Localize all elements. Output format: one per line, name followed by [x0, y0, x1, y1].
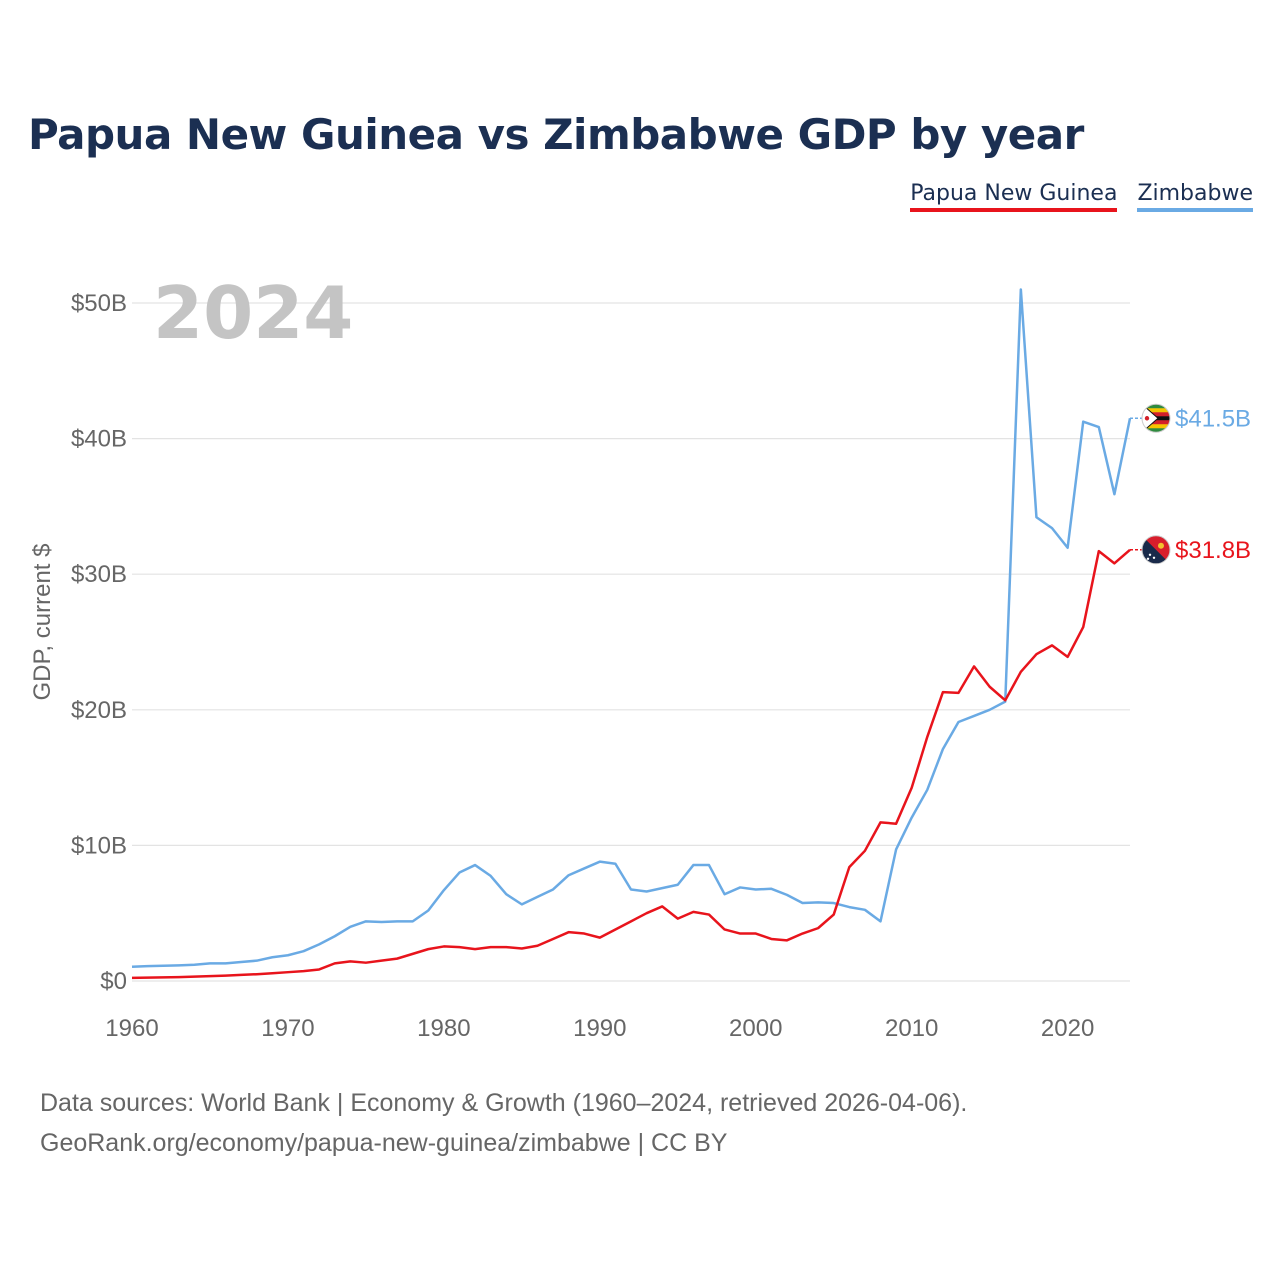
x-tick-label: 1960: [105, 1015, 158, 1042]
x-tick-label: 2000: [729, 1015, 782, 1042]
flag-icon-zimbabwe: [1141, 403, 1171, 433]
y-tick-label: $50B: [71, 290, 127, 317]
y-tick-label: $20B: [71, 697, 127, 724]
series-line-papua-new-guinea: [131, 548, 1131, 980]
x-tick-label: 1980: [417, 1015, 470, 1042]
gdp-line-chart: 2024 $0 $10B $20B $30B $40B $50B 1960 1970 1980…: [29, 271, 1251, 1042]
source-note: Data sources: World Bank | Economy & Gro…: [40, 1083, 967, 1163]
y-tick-label: $10B: [71, 832, 127, 859]
series-end-markers: $31.8B $41.5B: [1130, 403, 1251, 565]
legend-item-zimbabwe[interactable]: Zimbabwe: [1137, 181, 1253, 212]
series-line-zimbabwe: [131, 288, 1132, 969]
x-tick-label: 1970: [261, 1015, 314, 1042]
y-axis-ticks: $0 $10B $20B $30B $40B $50B: [71, 290, 127, 995]
series-lines: [131, 288, 1132, 980]
y-tick-label: $0: [100, 968, 127, 995]
end-value-label-papua-new-guinea: $31.8B: [1175, 537, 1251, 564]
y-axis-label: GDP, current $: [29, 544, 56, 701]
x-axis-ticks: 1960 1970 1980 1990 2000 2010 2020: [105, 1015, 1094, 1042]
source-line-2[interactable]: GeoRank.org/economy/papua-new-guinea/zim…: [40, 1129, 728, 1157]
end-value-label-zimbabwe: $41.5B: [1175, 405, 1251, 432]
year-watermark: 2024: [153, 271, 353, 355]
legend: Papua New Guinea Zimbabwe: [910, 181, 1253, 212]
grid-lines: [132, 302, 1130, 982]
x-tick-label: 2020: [1041, 1015, 1094, 1042]
y-tick-label: $40B: [71, 426, 127, 453]
x-tick-label: 2010: [885, 1015, 938, 1042]
flag-icon-papua-new-guinea: [1141, 535, 1171, 565]
legend-item-papua-new-guinea[interactable]: Papua New Guinea: [910, 181, 1118, 212]
x-tick-label: 1990: [573, 1015, 626, 1042]
y-tick-label: $30B: [71, 561, 127, 588]
chart-title: Papua New Guinea vs Zimbabwe GDP by year: [28, 110, 1084, 159]
source-line-1: Data sources: World Bank | Economy & Gro…: [40, 1089, 968, 1117]
